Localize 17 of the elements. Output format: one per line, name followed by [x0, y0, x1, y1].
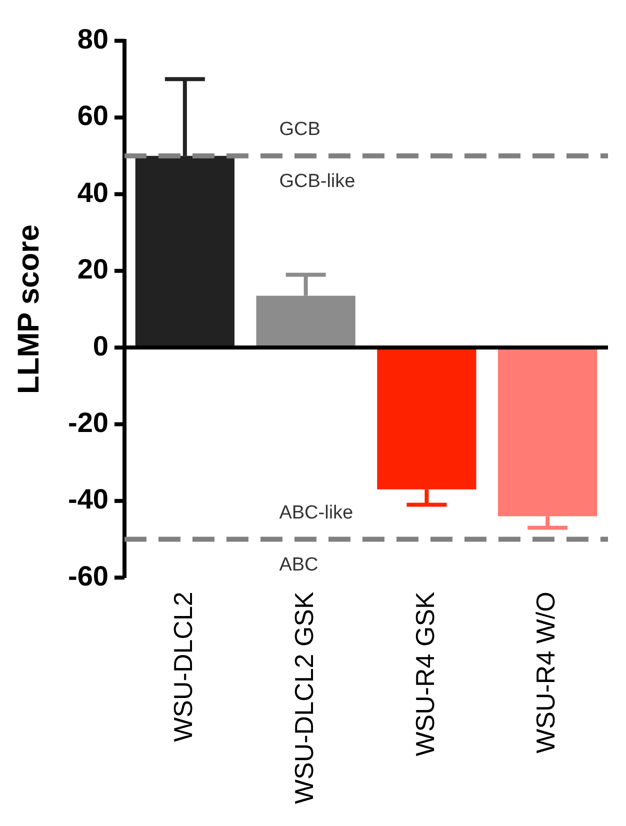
- y-tick-label: 0: [92, 330, 108, 362]
- y-axis-title: LLMP score: [12, 224, 46, 394]
- y-tick-label: 80: [77, 24, 108, 55]
- annotation: GCB: [279, 119, 320, 140]
- y-tick-label: -20: [68, 406, 108, 438]
- annotation: ABC-like: [279, 502, 354, 524]
- x-tick-label: WSU-DLCL2: [168, 592, 198, 742]
- annotation: GCB-like: [279, 171, 356, 192]
- y-tick-label: 40: [77, 176, 108, 208]
- x-tick-label: WSU-R4 W/O: [530, 592, 561, 754]
- x-tick-label: WSU-R4 GSK: [410, 590, 440, 756]
- y-tick-label: -60: [68, 560, 108, 592]
- y-tick-label: 60: [77, 100, 108, 132]
- y-tick-label: 20: [77, 254, 108, 285]
- annotation: ABC: [279, 554, 318, 576]
- y-tick-label: -40: [68, 484, 108, 515]
- x-tick-label: WSU-DLCL2 GSK: [288, 590, 319, 804]
